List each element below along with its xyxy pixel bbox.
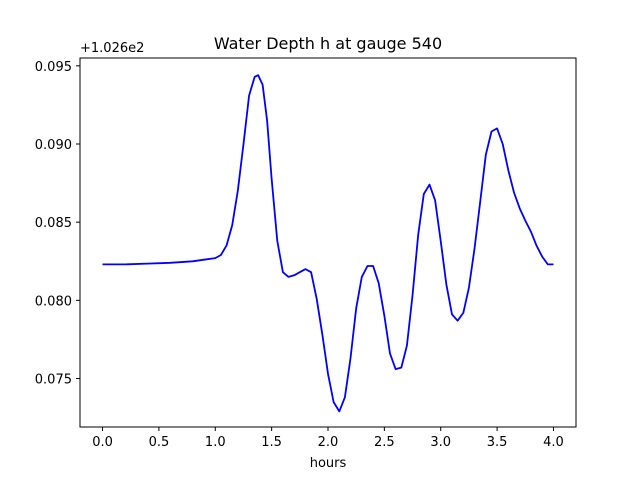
- x-tick-label: 1.0: [205, 435, 226, 450]
- x-tick-label: 2.0: [318, 435, 339, 450]
- x-tick-label: 3.5: [487, 435, 508, 450]
- x-tick-label: 1.5: [261, 435, 282, 450]
- y-tick-label: 0.090: [35, 138, 72, 153]
- x-tick-label: 0.0: [92, 435, 113, 450]
- x-tick-label: 3.0: [430, 435, 451, 450]
- x-axis-label: hours: [310, 456, 347, 471]
- y-tick-label: 0.095: [35, 60, 72, 75]
- series-line-0: [102, 74, 554, 413]
- y-offset-label: +1.026e2: [80, 41, 144, 56]
- x-tick-label: 4.0: [543, 435, 564, 450]
- x-tick-label: 2.5: [374, 435, 395, 450]
- chart-title: Water Depth h at gauge 540: [214, 34, 442, 53]
- y-tick-label: 0.075: [35, 373, 72, 388]
- y-tick-label: 0.085: [35, 216, 72, 231]
- x-tick-label: 0.5: [149, 435, 170, 450]
- y-tick-label: 0.080: [35, 294, 72, 309]
- plot-area: 0.0 0.5 1.0 1.5 2.0 2.5 3.0 3.5 4.0 0.075 0.080 0.0…: [35, 57, 577, 450]
